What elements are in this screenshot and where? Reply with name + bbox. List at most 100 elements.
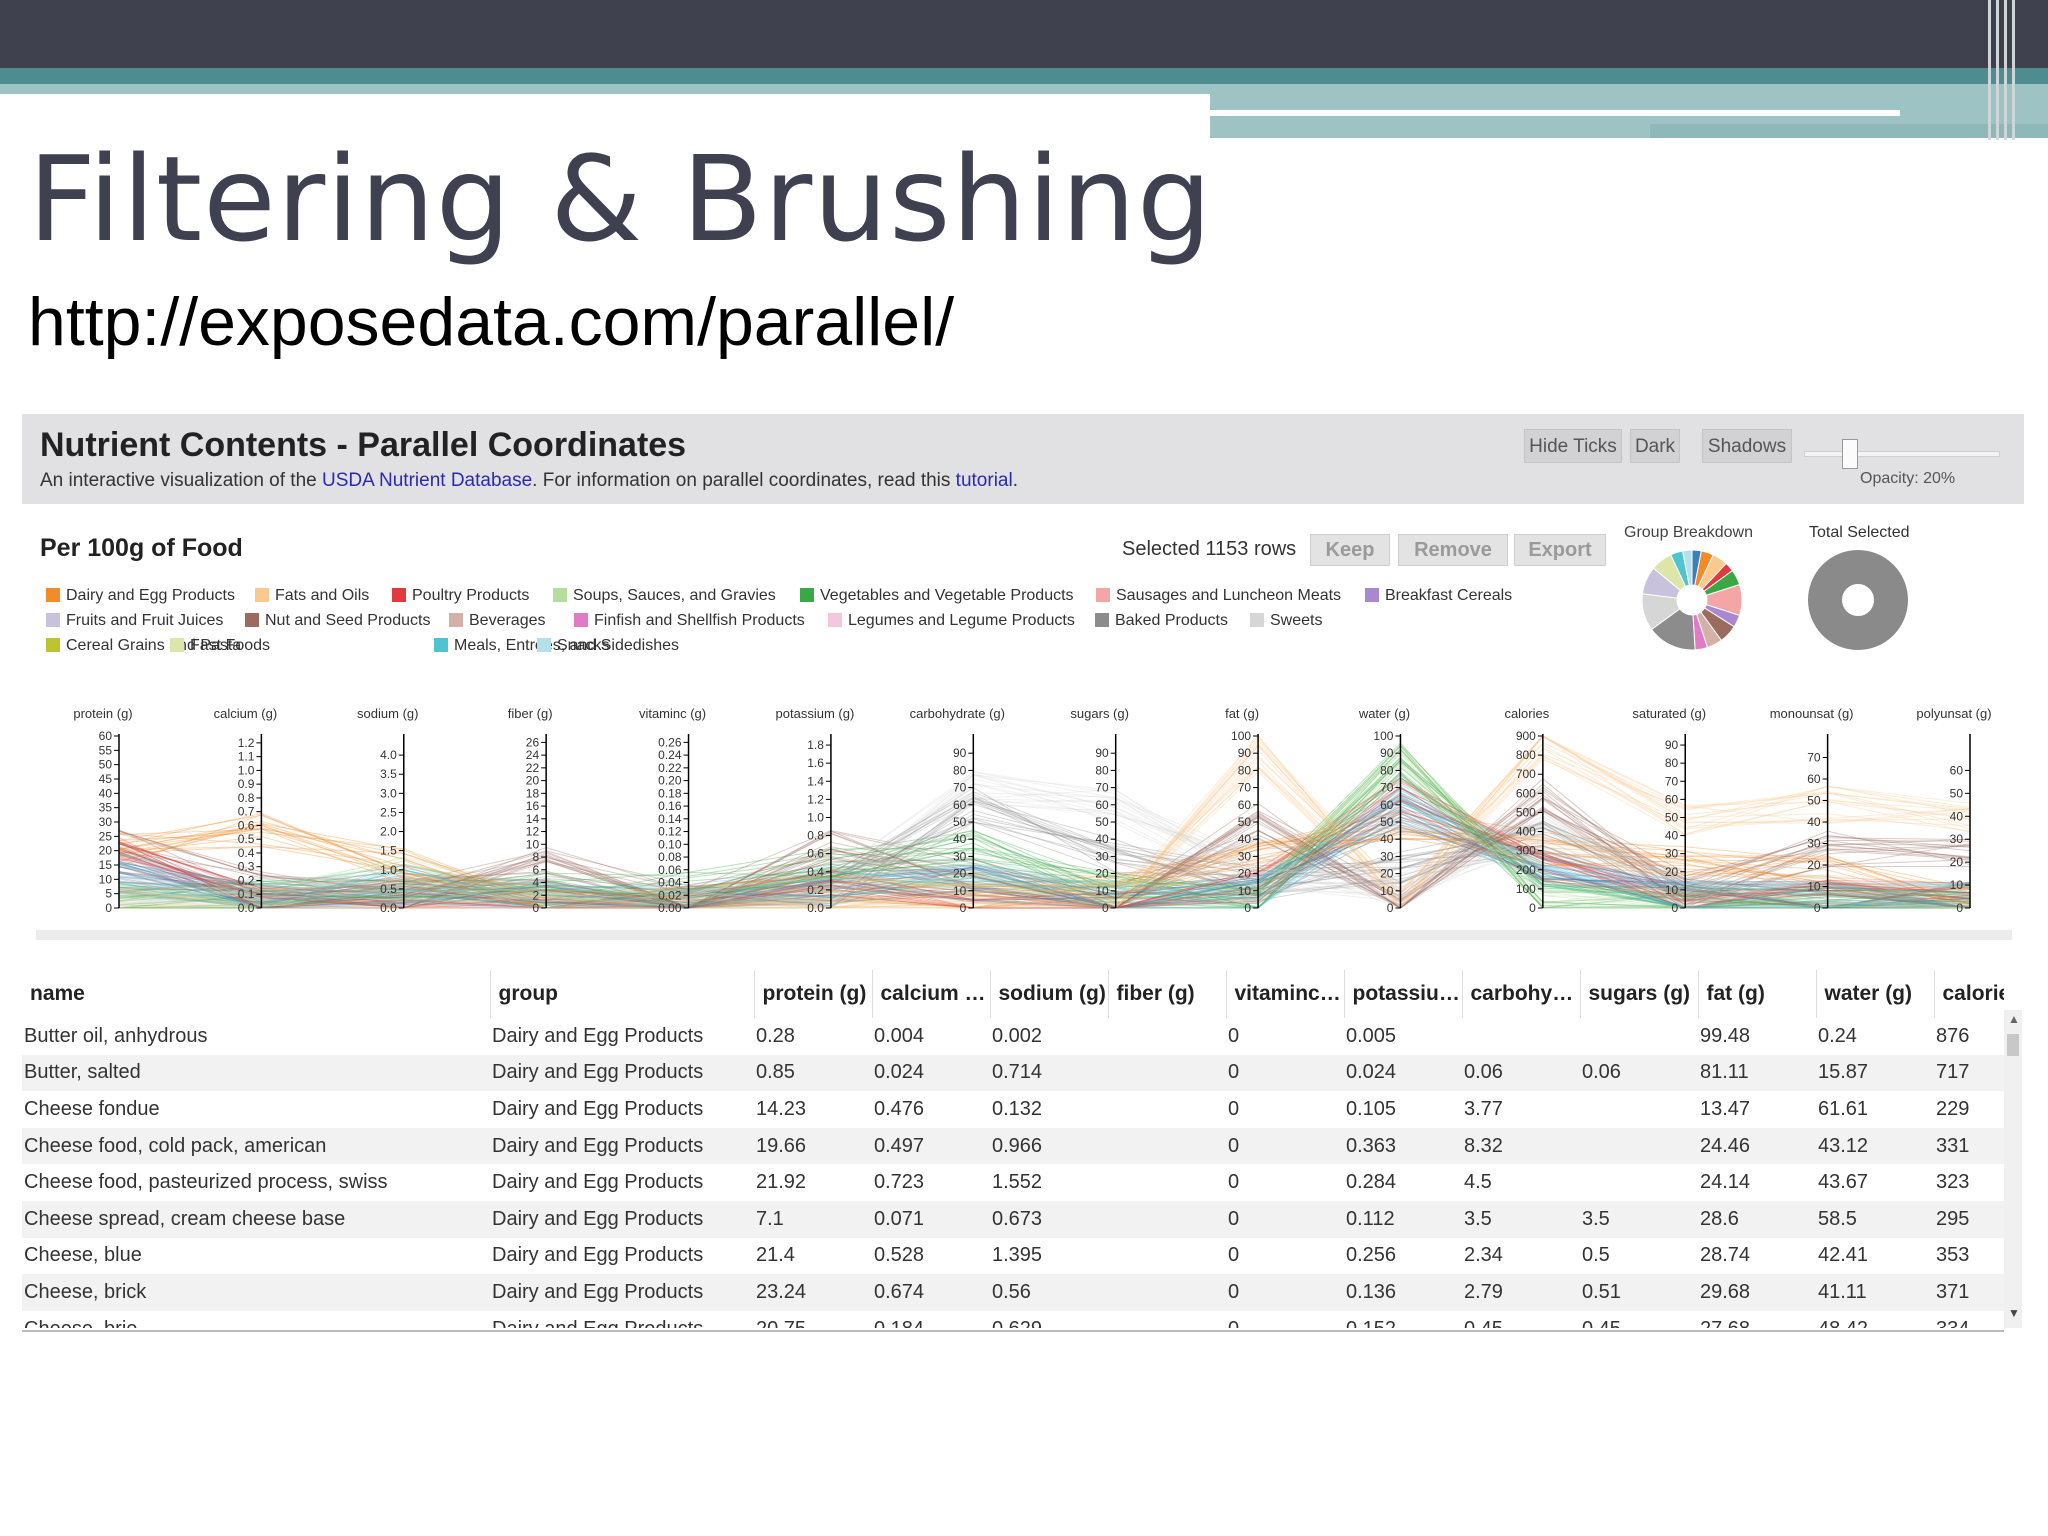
axis-label[interactable]: monounsat (g) [1770, 706, 1854, 721]
table-cell: 0.5 [1582, 1244, 1610, 1267]
legend-item[interactable]: Meals, Entrees, and Sidedishes [434, 636, 679, 656]
column-header[interactable]: fat (g) [1697, 970, 1816, 1018]
legend-item[interactable]: Cereal Grains and Pasta [46, 636, 241, 656]
table-row[interactable]: Cheese, brick Dairy and Egg Products 23.24… [22, 1274, 2004, 1311]
legend-item[interactable]: Baked Products [1095, 611, 1228, 631]
legend-item[interactable]: Poultry Products [392, 586, 529, 606]
data-polyline [118, 745, 1971, 909]
legend-item[interactable]: Breakfast Cereals [1365, 586, 1512, 606]
axis[interactable]: polyunsat (g) 60 50 40 30 20 10 0 [1916, 706, 1991, 915]
data-polyline [118, 783, 1971, 909]
legend-item[interactable]: Vegetables and Vegetable Products [800, 586, 1074, 606]
table-cell: 0.476 [874, 1097, 925, 1120]
shadows-button[interactable]: Shadows [1702, 429, 1792, 463]
axis[interactable]: monounsat (g) 70 60 50 40 30 20 10 0 [1770, 706, 1854, 915]
column-header[interactable]: protein (g) [753, 970, 872, 1018]
legend-item[interactable]: Sausages and Luncheon Meats [1096, 586, 1341, 606]
axis-tick-label: 0 [1244, 901, 1251, 915]
axis-label[interactable]: saturated (g) [1632, 706, 1706, 721]
table-cell: 28.6 [1698, 1200, 1816, 1238]
export-button[interactable]: Export [1514, 534, 1606, 566]
axis-label[interactable]: sodium (g) [357, 706, 418, 721]
data-polyline [118, 748, 1970, 909]
legend-swatch [245, 613, 259, 627]
table-row[interactable]: Cheese, brieDairy and Egg Products20.750… [22, 1311, 2004, 1328]
data-polyline [118, 774, 1971, 909]
legend-item[interactable]: Snacks [537, 636, 609, 656]
axis-label[interactable]: carbohydrate (g) [910, 706, 1005, 721]
table-row[interactable]: Butter oil, anhydrous Dairy and Egg Produ… [22, 1018, 2004, 1055]
axis-label[interactable]: vitaminc (g) [639, 706, 706, 721]
table-row[interactable]: Cheese fondue Dairy and Egg Products 14.23… [22, 1091, 2004, 1128]
axis-label[interactable]: polyunsat (g) [1916, 706, 1991, 721]
legend-item[interactable]: Fruits and Fruit Juices [46, 611, 223, 631]
axis-label[interactable]: fat (g) [1225, 706, 1259, 721]
axis[interactable]: carbohydrate (g) 90 80 70 60 50 40 30 20 10 0 [910, 706, 1005, 915]
column-header[interactable]: sodium (g) [989, 970, 1108, 1018]
table-scrollbar[interactable]: ▲ ▼ [2004, 1010, 2022, 1328]
axis[interactable]: calcium (g)1.21.11.00.90.80.70.60.50.40.… [214, 706, 278, 915]
keep-button[interactable]: Keep [1310, 534, 1390, 566]
axis-label[interactable]: fiber (g) [508, 706, 553, 721]
opacity-slider-handle[interactable] [1842, 439, 1858, 469]
data-polyline [118, 778, 1971, 909]
table-row[interactable]: Cheese food, cold pack, american Dairy an… [22, 1127, 2004, 1165]
column-header[interactable]: vitaminc (g) [1225, 970, 1344, 1018]
column-header[interactable]: group [489, 970, 754, 1018]
column-header[interactable]: sugars (g) [1579, 970, 1698, 1018]
axis[interactable]: sodium (g) 4.0 3.5 3.0 2.5 2.0 1.5 1.0 0.5 0.0 [357, 706, 418, 915]
total-selected-donut [1808, 550, 1908, 650]
column-header[interactable]: potassium (g) [1343, 970, 1462, 1018]
axis-label[interactable]: sugars (g) [1070, 706, 1129, 721]
column-header[interactable]: calcium (g) [871, 970, 990, 1018]
axis-label[interactable]: calcium (g) [214, 706, 278, 721]
legend-item[interactable]: Nut and Seed Products [245, 611, 430, 631]
axis-label[interactable]: potassium (g) [776, 706, 855, 721]
remove-button[interactable]: Remove [1398, 534, 1508, 566]
legend-item[interactable]: Finfish and Shellfish Products [574, 611, 805, 631]
legend-item[interactable]: Soups, Sauces, and Gravies [553, 586, 776, 606]
table-row[interactable]: Cheese food, pasteurized process, swiss D… [22, 1164, 2004, 1201]
usda-database-link[interactable]: USDA Nutrient Database [322, 470, 533, 491]
column-header[interactable]: fiber (g) [1107, 970, 1226, 1018]
column-header[interactable]: water (g) [1815, 970, 1934, 1018]
table-row[interactable]: Cheese spread, cream cheese base Dairy an… [22, 1200, 2004, 1238]
tutorial-link[interactable]: tutorial [955, 470, 1013, 491]
data-polyline [118, 735, 1971, 909]
legend-item[interactable]: Fast Foods [170, 636, 270, 656]
opacity-slider-track[interactable] [1804, 451, 2000, 457]
table-row[interactable]: Cheese, blue Dairy and Egg Products 21.4 0.… [22, 1238, 2004, 1275]
legend-item[interactable]: Dairy and Egg Products [46, 586, 235, 606]
legend-item[interactable]: Legumes and Legume Products [828, 611, 1075, 631]
axis-label[interactable]: calories [1504, 706, 1549, 721]
legend-item[interactable]: Sweets [1250, 611, 1322, 631]
dark-button[interactable]: Dark [1630, 429, 1680, 463]
table-cell: 14.23 [756, 1097, 807, 1120]
hide-ticks-button[interactable]: Hide Ticks [1524, 429, 1622, 463]
axis-label[interactable]: water (g) [1358, 706, 1410, 721]
axis[interactable]: potassium (g) 1.8 1.6 1.4 1.2 1.0 0.8 0.6 0.4 0.2… [776, 706, 855, 915]
data-polyline [118, 792, 1971, 909]
axis-tick-label: 0 [532, 901, 539, 915]
legend-label: Snacks [557, 637, 610, 654]
scroll-up-icon[interactable]: ▲ [2008, 1012, 2020, 1026]
axis[interactable]: vitaminc (g) 0.260.240.220.200.180.160.14… [639, 706, 706, 915]
scroll-thumb[interactable] [2007, 1034, 2019, 1056]
column-header[interactable]: carbohydrate (g) [1461, 970, 1580, 1018]
axis-label[interactable]: protein (g) [73, 706, 132, 721]
axis-tick-label: 0 [1814, 901, 1821, 915]
axis[interactable]: sugars (g) 90 80 70 60 50 40 30 20 10 0 [1070, 706, 1129, 915]
table-row[interactable]: Butter, salted Dairy and Egg Products 0.85… [22, 1054, 2004, 1092]
legend-item[interactable]: Fats and Oils [255, 586, 369, 606]
axis[interactable]: calories 900 800 700 600 500 400 300 200 100 0 [1504, 706, 1549, 915]
scroll-down-icon[interactable]: ▼ [2008, 1306, 2020, 1320]
legend-item[interactable]: Beverages [449, 611, 546, 631]
axis[interactable]: saturated (g) 90 80 70 60 50 40 30 20 10 0 [1632, 706, 1706, 915]
column-header[interactable]: name [30, 982, 85, 1005]
column-header[interactable]: calories [1933, 970, 2004, 1018]
